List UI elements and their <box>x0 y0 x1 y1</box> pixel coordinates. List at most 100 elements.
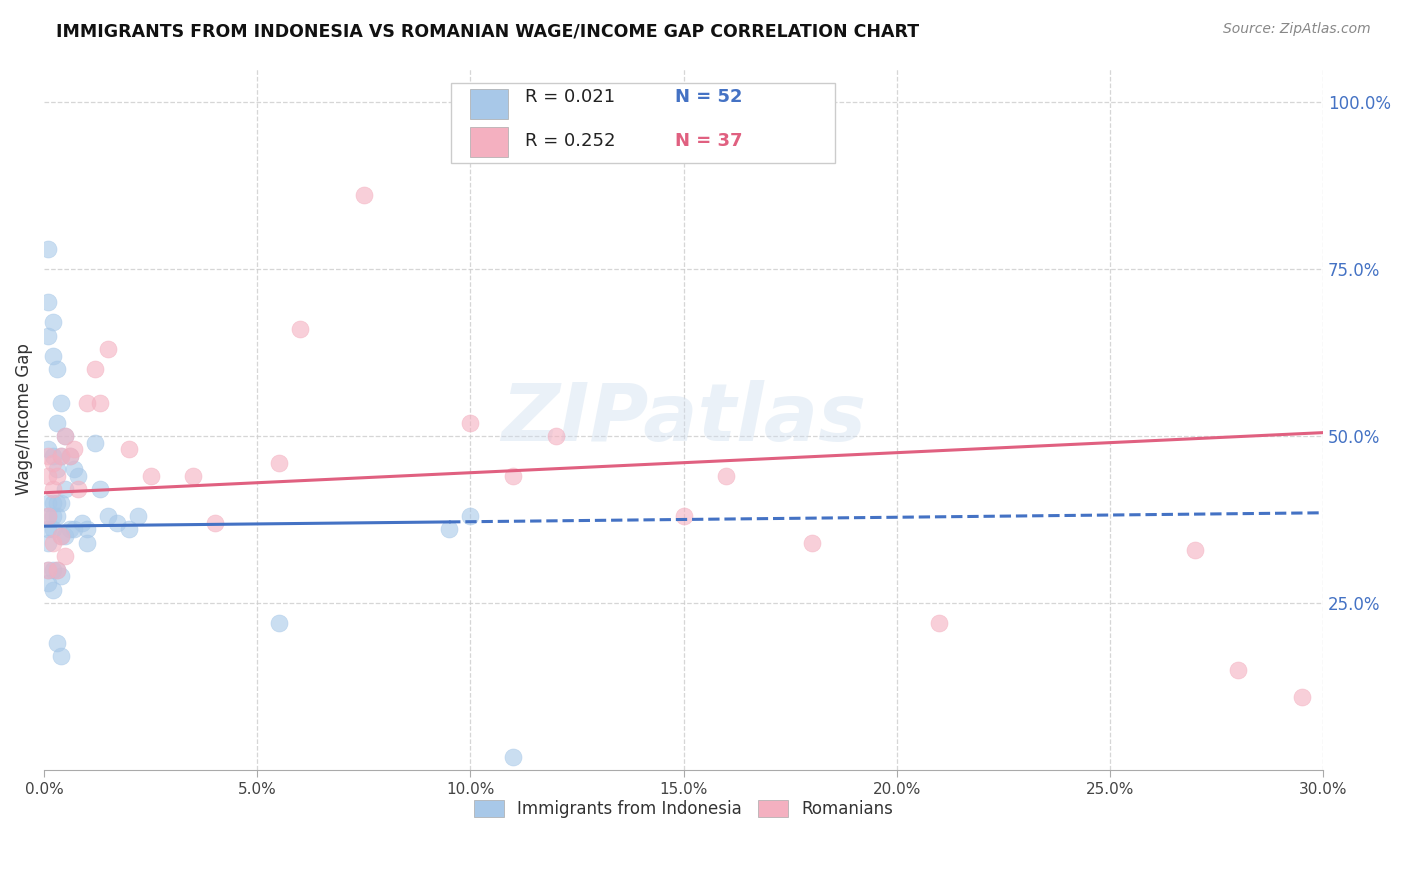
Point <box>127 509 149 524</box>
Point <box>1184 542 1206 557</box>
Point <box>51 569 73 583</box>
Point <box>105 516 128 530</box>
Text: N = 52: N = 52 <box>675 88 742 106</box>
Point <box>45 496 67 510</box>
Text: IMMIGRANTS FROM INDONESIA VS ROMANIAN WAGE/INCOME GAP CORRELATION CHART: IMMIGRANTS FROM INDONESIA VS ROMANIAN WA… <box>56 22 920 40</box>
Point <box>84 362 107 376</box>
Point <box>37 563 59 577</box>
Point <box>55 429 77 443</box>
Point <box>51 529 73 543</box>
Point <box>37 295 59 310</box>
Point <box>672 509 695 524</box>
Point <box>37 449 59 463</box>
Point <box>72 516 94 530</box>
Text: ZIPatlas: ZIPatlas <box>501 380 866 458</box>
Point <box>118 523 141 537</box>
Point <box>37 496 59 510</box>
Point <box>51 529 73 543</box>
Point <box>41 509 63 524</box>
Point <box>183 469 205 483</box>
Point <box>63 462 86 476</box>
Legend: Immigrants from Indonesia, Romanians: Immigrants from Indonesia, Romanians <box>467 793 900 825</box>
Point <box>89 483 111 497</box>
Point <box>544 429 567 443</box>
Point <box>55 429 77 443</box>
Point <box>89 395 111 409</box>
Point <box>288 322 311 336</box>
Point <box>502 749 524 764</box>
Point <box>45 416 67 430</box>
Text: R = 0.252: R = 0.252 <box>524 132 616 150</box>
Point <box>800 536 823 550</box>
Point <box>45 509 67 524</box>
Point <box>76 395 98 409</box>
Point <box>63 442 86 457</box>
Point <box>59 449 82 463</box>
Point <box>37 563 59 577</box>
Point <box>51 496 73 510</box>
Point <box>41 563 63 577</box>
Point <box>76 536 98 550</box>
Point <box>76 523 98 537</box>
Point <box>41 456 63 470</box>
Point <box>460 509 482 524</box>
Y-axis label: Wage/Income Gap: Wage/Income Gap <box>15 343 32 495</box>
Point <box>267 615 290 630</box>
Point <box>928 615 950 630</box>
Point <box>41 449 63 463</box>
Point <box>37 509 59 524</box>
Point <box>716 469 738 483</box>
Text: R = 0.021: R = 0.021 <box>524 88 616 106</box>
Point <box>45 636 67 650</box>
Point <box>45 563 67 577</box>
Point <box>63 523 86 537</box>
Point <box>37 523 59 537</box>
Text: N = 37: N = 37 <box>675 132 742 150</box>
Point <box>45 362 67 376</box>
Point <box>353 188 375 202</box>
Point <box>118 442 141 457</box>
Point <box>502 469 524 483</box>
Point <box>37 469 59 483</box>
Point <box>45 469 67 483</box>
Point <box>41 582 63 597</box>
Point <box>37 242 59 256</box>
Point <box>67 483 90 497</box>
Point <box>41 315 63 329</box>
Point <box>59 449 82 463</box>
Point <box>41 523 63 537</box>
Point <box>1291 690 1313 704</box>
Point <box>41 483 63 497</box>
Point <box>51 449 73 463</box>
Text: Source: ZipAtlas.com: Source: ZipAtlas.com <box>1223 22 1371 37</box>
Point <box>37 536 59 550</box>
Point <box>55 483 77 497</box>
Point <box>41 349 63 363</box>
Point <box>437 523 460 537</box>
Point <box>1226 663 1249 677</box>
Point <box>51 649 73 664</box>
Point <box>267 456 290 470</box>
Point <box>55 549 77 564</box>
FancyBboxPatch shape <box>451 83 835 163</box>
Point <box>139 469 162 483</box>
Point <box>59 523 82 537</box>
Point <box>204 516 226 530</box>
Point <box>37 442 59 457</box>
Point <box>37 576 59 591</box>
Point <box>37 509 59 524</box>
Point <box>45 563 67 577</box>
Point <box>84 435 107 450</box>
Point <box>37 328 59 343</box>
Point <box>45 462 67 476</box>
FancyBboxPatch shape <box>470 89 509 119</box>
Point <box>97 342 120 356</box>
Point <box>51 449 73 463</box>
Point <box>41 536 63 550</box>
Point <box>460 416 482 430</box>
Point <box>97 509 120 524</box>
Point <box>55 529 77 543</box>
Point <box>41 496 63 510</box>
Point <box>67 469 90 483</box>
Point <box>51 395 73 409</box>
